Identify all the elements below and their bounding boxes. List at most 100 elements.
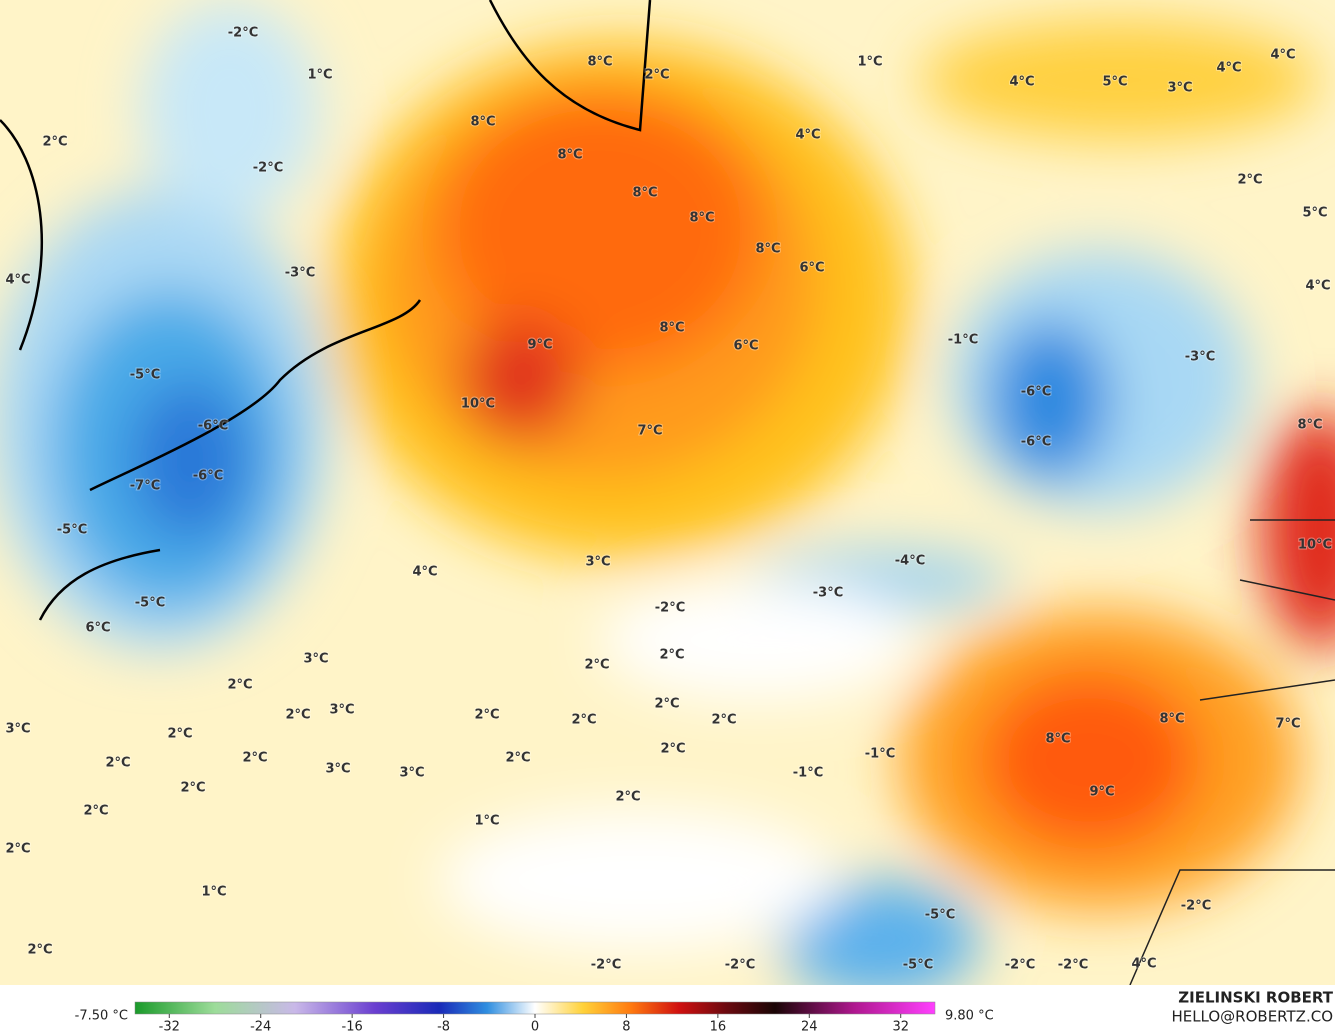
temp-label: 2°C [227,678,252,693]
colorbar-tick-label: -8 [437,1020,450,1035]
temp-label: -4°C [895,554,925,569]
colorbar-tick-label: 32 [892,1020,909,1035]
temp-label: 8°C [755,242,780,257]
temp-label: 10°C [461,397,495,412]
temp-label: -1°C [865,747,895,762]
temp-label: 4°C [1131,957,1156,972]
temp-label: 2°C [615,790,640,805]
temp-label: 1°C [307,68,332,83]
temp-label: 2°C [285,708,310,723]
colorbar-tick-label: 16 [710,1020,727,1035]
temp-label: -7°C [130,479,160,494]
temp-label: -3°C [813,586,843,601]
temp-label: -2°C [1181,899,1211,914]
temp-label: -3°C [285,266,315,281]
colorbar-max: 9.80 °C [945,1009,994,1024]
temp-label: 3°C [5,722,30,737]
temp-label: 2°C [242,751,267,766]
temp-label: 8°C [587,55,612,70]
temp-label: 3°C [303,652,328,667]
colorbar-tick-label: -24 [250,1020,271,1035]
credit-name: ZIELINSKI ROBERT [1178,989,1333,1007]
temp-label: -6°C [193,469,223,484]
temp-label: 2°C [711,713,736,728]
temp-label: 2°C [1237,173,1262,188]
temp-label: 3°C [325,762,350,777]
temp-label: 2°C [660,742,685,757]
temp-label: 9°C [527,338,552,353]
temp-label: 8°C [1297,418,1322,433]
temp-label: 7°C [637,424,662,439]
temp-label: 8°C [1045,732,1070,747]
colorbar-min: -7.50 °C [75,1009,128,1024]
temp-label: 2°C [83,804,108,819]
temp-label: 4°C [412,565,437,580]
temp-label: 9°C [1089,785,1114,800]
temp-label: 1°C [857,55,882,70]
temp-label: 2°C [659,648,684,663]
temp-label: 2°C [571,713,596,728]
colorbar-tick-label: -16 [342,1020,363,1035]
temp-label: -5°C [130,368,160,383]
temp-label: 6°C [733,339,758,354]
temp-label: -3°C [1185,350,1215,365]
temp-label: 3°C [399,766,424,781]
colorbar-tick-label: -32 [159,1020,180,1035]
temp-label: -6°C [1021,435,1051,450]
temp-label: 4°C [1305,279,1330,294]
colorbar [134,1001,936,1015]
temp-label: -5°C [925,908,955,923]
temp-label: 7°C [1275,717,1300,732]
temp-label: 2°C [42,135,67,150]
temp-label: -2°C [725,958,755,973]
temp-label: 4°C [795,128,820,143]
temp-label: -2°C [228,26,258,41]
temp-label: 10°C [1298,538,1332,553]
temp-label: 8°C [689,211,714,226]
temp-label: 2°C [474,708,499,723]
temp-label: 8°C [659,321,684,336]
colorbar-tick-label: 0 [531,1020,539,1035]
temp-label: 4°C [1216,61,1241,76]
field: -2°C 1°C 8°C 2°C 1°C 4°C 5°C 3°C 4°C 4°C 2°C 8°C 8°C… [0,0,1335,985]
credit-email: HELLO@ROBERTZ.CO [1171,1008,1333,1026]
temp-label: -2°C [253,161,283,176]
temp-label: -1°C [793,766,823,781]
colorbar-tick-label: 24 [801,1020,818,1035]
temp-label: 4°C [5,273,30,288]
temp-label: 4°C [1009,75,1034,90]
temp-label: 2°C [167,727,192,742]
temp-label: 4°C [1270,48,1295,63]
temp-label: 8°C [557,148,582,163]
temp-label: 2°C [505,751,530,766]
temp-label: 6°C [85,621,110,636]
temp-label: 2°C [644,68,669,83]
temp-label: -2°C [1005,958,1035,973]
temp-label: 8°C [470,115,495,130]
temp-label: 2°C [105,756,130,771]
temp-label: 2°C [5,842,30,857]
temp-label: -2°C [655,601,685,616]
temp-label: 1°C [474,814,499,829]
temp-label: -1°C [948,333,978,348]
temp-label: 5°C [1102,75,1127,90]
temp-label: 2°C [180,781,205,796]
temp-label: 2°C [584,658,609,673]
temp-label: 3°C [585,555,610,570]
temp-label: 2°C [27,943,52,958]
temp-label: 1°C [201,885,226,900]
temp-label: -5°C [135,596,165,611]
temp-label: 2°C [654,697,679,712]
temp-label: -5°C [57,523,87,538]
temp-label: -2°C [1058,958,1088,973]
temp-label: 8°C [632,186,657,201]
temp-label: -6°C [198,419,228,434]
temp-label: 8°C [1159,712,1184,727]
colorbar-tick-label: 8 [622,1020,630,1035]
temp-label: 3°C [1167,81,1192,96]
temp-label: 3°C [329,703,354,718]
temp-label: -5°C [903,958,933,973]
temp-label: -6°C [1021,385,1051,400]
